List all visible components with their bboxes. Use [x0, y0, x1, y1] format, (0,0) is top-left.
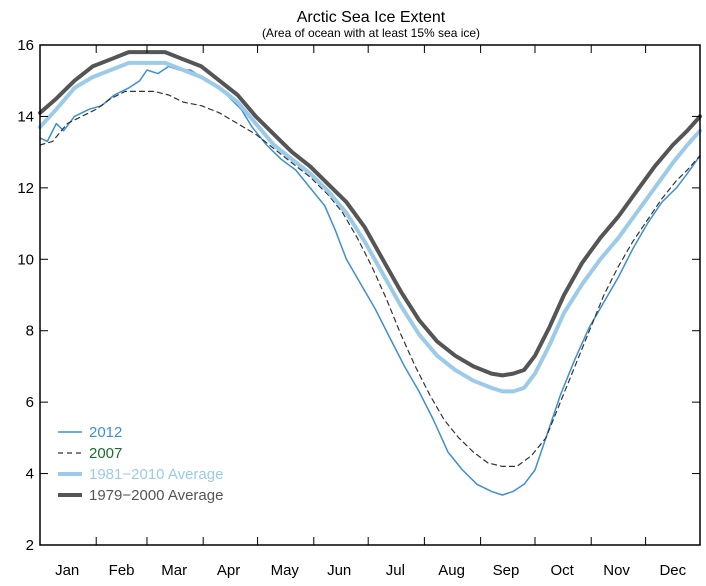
x-tick-label-oct: Oct [551, 562, 575, 579]
legend-label: 2012 [89, 424, 122, 441]
series-line-1981-2010-average [38, 60, 702, 394]
legend: 2012 2007 1981−2010 Average 1979−2000 Avera… [58, 424, 223, 504]
y-tick-label: 8 [26, 323, 34, 340]
x-tick-label-may: May [271, 562, 300, 579]
y-axis: 2 4 6 8 10 12 14 16 [17, 37, 700, 554]
series-line-1979-2000-average [38, 50, 702, 378]
legend-label: 1981−2010 Average [89, 466, 223, 483]
x-tick-label-nov: Nov [603, 562, 630, 579]
x-tick-label-sep: Sep [493, 562, 520, 579]
y-tick-label: 12 [17, 180, 34, 197]
legend-label: 2007 [89, 445, 122, 462]
y-tick-label: 6 [26, 394, 34, 411]
plot-frame [39, 44, 701, 546]
x-tick-label-aug: Aug [438, 562, 465, 579]
series-line-2007 [39, 90, 701, 467]
x-tick-label-apr: Apr [217, 562, 240, 579]
x-tick-label-dec: Dec [659, 562, 686, 579]
x-tick-label-feb: Feb [109, 562, 135, 579]
series-line-2012 [39, 65, 701, 496]
legend-label: 1979−2000 Average [89, 487, 223, 504]
x-tick-label-jan: Jan [55, 562, 79, 579]
y-tick-label: 4 [26, 466, 34, 483]
series-layer [38, 50, 702, 496]
y-tick-label: 10 [17, 251, 34, 268]
chart-subtitle: (Area of ocean with at least 15% sea ice… [262, 26, 480, 40]
y-tick-label: 14 [17, 108, 34, 125]
x-axis: Jan Feb Mar Apr May Jun Jul Aug Sep Oct Nov Dec [39, 45, 687, 579]
y-tick-label: 16 [17, 37, 34, 54]
x-tick-label-mar: Mar [161, 562, 187, 579]
y-tick-label: 2 [26, 537, 34, 554]
chart-title: Arctic Sea Ice Extent [297, 9, 446, 26]
x-tick-label-jul: Jul [386, 562, 405, 579]
x-tick-label-jun: Jun [327, 562, 351, 579]
